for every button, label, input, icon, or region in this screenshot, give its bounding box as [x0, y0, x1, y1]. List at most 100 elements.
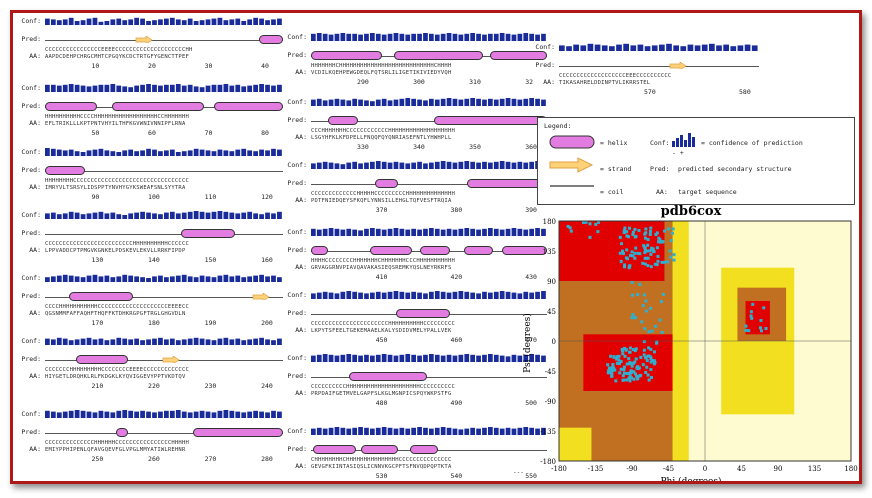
conf-bar [334, 228, 340, 236]
conf-bar [464, 228, 470, 236]
aa-sequence: GEVGFKIINTASIQSLICNNVKGCPFTSFNVQDPQPTKTA [311, 464, 452, 470]
conf-bar [393, 291, 399, 299]
psipred-block: Conf: Pred: AA: HHHHHHHHCCCCCCCCCCCCCCCCCCC… [19, 148, 287, 208]
residue-point [610, 374, 614, 378]
aa-label: AA: [543, 78, 555, 86]
conf-bar [152, 412, 157, 418]
conf-bar [193, 21, 199, 25]
conf-label: Conf: [287, 228, 307, 236]
legend-strand-symbol [549, 157, 594, 173]
helix-segment [192, 428, 283, 437]
residue-point [669, 255, 673, 259]
residue-point [649, 355, 653, 359]
conf-bar [265, 276, 270, 282]
rama-xtick: 135 [808, 465, 821, 473]
conf-bar [517, 228, 523, 236]
conf-bar [387, 100, 393, 106]
conf-bar [45, 410, 50, 418]
conf-bar [217, 17, 223, 25]
conf-bar [334, 293, 340, 299]
conf-bar [346, 228, 352, 236]
coil-line [311, 376, 547, 378]
conf-bar [122, 410, 128, 418]
conf-bar [517, 355, 523, 362]
residue-tick: 180 [148, 319, 160, 327]
conf-bar [241, 412, 247, 418]
conf-bar [223, 150, 229, 156]
conf-bar [259, 18, 264, 25]
conf-bar [434, 291, 440, 299]
conf-bar [488, 162, 493, 169]
residue-tick: 170 [91, 319, 104, 327]
conf-bar [271, 340, 276, 345]
conf-bar [152, 338, 157, 345]
psipred-block: Conf: Pred: AA: CCCCCCCCCCCCCHHHHHCCCCCCCCC… [285, 161, 551, 221]
helix-segment [466, 179, 547, 188]
conf-bar [235, 18, 241, 25]
conf-bar [417, 427, 422, 435]
conf-bar [92, 412, 98, 418]
conf-bar [458, 228, 464, 236]
conf-bar [56, 85, 62, 92]
conf-bar [217, 84, 223, 92]
conf-bar [541, 291, 546, 299]
conf-bar [110, 339, 116, 345]
conf-bar [122, 215, 128, 219]
conf-label: Conf: [287, 161, 307, 169]
conf-bar [235, 213, 241, 219]
residue-point [660, 260, 664, 264]
conf-bar [316, 354, 322, 362]
conf-bar [340, 164, 346, 169]
conf-bar [86, 275, 92, 282]
residue-point [630, 316, 634, 320]
conf-bar [399, 354, 405, 362]
conf-bar [169, 276, 175, 282]
conf-bar [146, 411, 151, 418]
conf-bar [352, 161, 358, 169]
conf-bar [694, 45, 701, 51]
residue-point [657, 236, 661, 240]
residue-point [620, 347, 624, 351]
rama-xtick: -135 [588, 465, 604, 473]
helix-segment [68, 292, 134, 301]
conf-bar [517, 427, 523, 435]
legend-aa-desc: target sequence [678, 188, 737, 196]
conf-bar [86, 337, 92, 345]
residue-point [643, 248, 647, 252]
conf-bar [122, 274, 128, 282]
conf-bar [140, 150, 145, 156]
conf-bar [271, 148, 276, 156]
conf-bar [211, 211, 217, 219]
conf-bar [146, 21, 151, 25]
conf-bar [259, 337, 264, 345]
conf-bar [452, 162, 458, 169]
footer-mark: --- [513, 469, 524, 476]
conf-bar [364, 354, 369, 362]
conf-bar [399, 291, 405, 299]
conf-bar [464, 354, 470, 362]
confidence-bars [311, 98, 546, 106]
conf-bar [140, 211, 145, 219]
conf-bar [458, 99, 464, 106]
residue-point [644, 370, 648, 374]
residue-tick: 360 [525, 143, 537, 151]
conf-bar [45, 277, 50, 282]
conf-bar [476, 428, 481, 435]
residue-point [645, 249, 649, 253]
residue-point [625, 230, 629, 234]
aa-label: AA: [295, 68, 307, 76]
conf-bar [199, 87, 205, 92]
conf-bar [241, 21, 247, 25]
prediction-track [311, 116, 547, 126]
conf-bar [199, 211, 205, 219]
conf-bar [253, 84, 259, 92]
residue-point [618, 251, 622, 255]
residue-point [658, 238, 662, 242]
conf-bar [110, 212, 116, 219]
residue-point [588, 222, 592, 226]
residue-point [631, 348, 635, 352]
conf-bar [169, 338, 175, 345]
conf-bar [80, 410, 86, 418]
helix-segment [311, 51, 382, 60]
conf-bar [387, 354, 393, 362]
